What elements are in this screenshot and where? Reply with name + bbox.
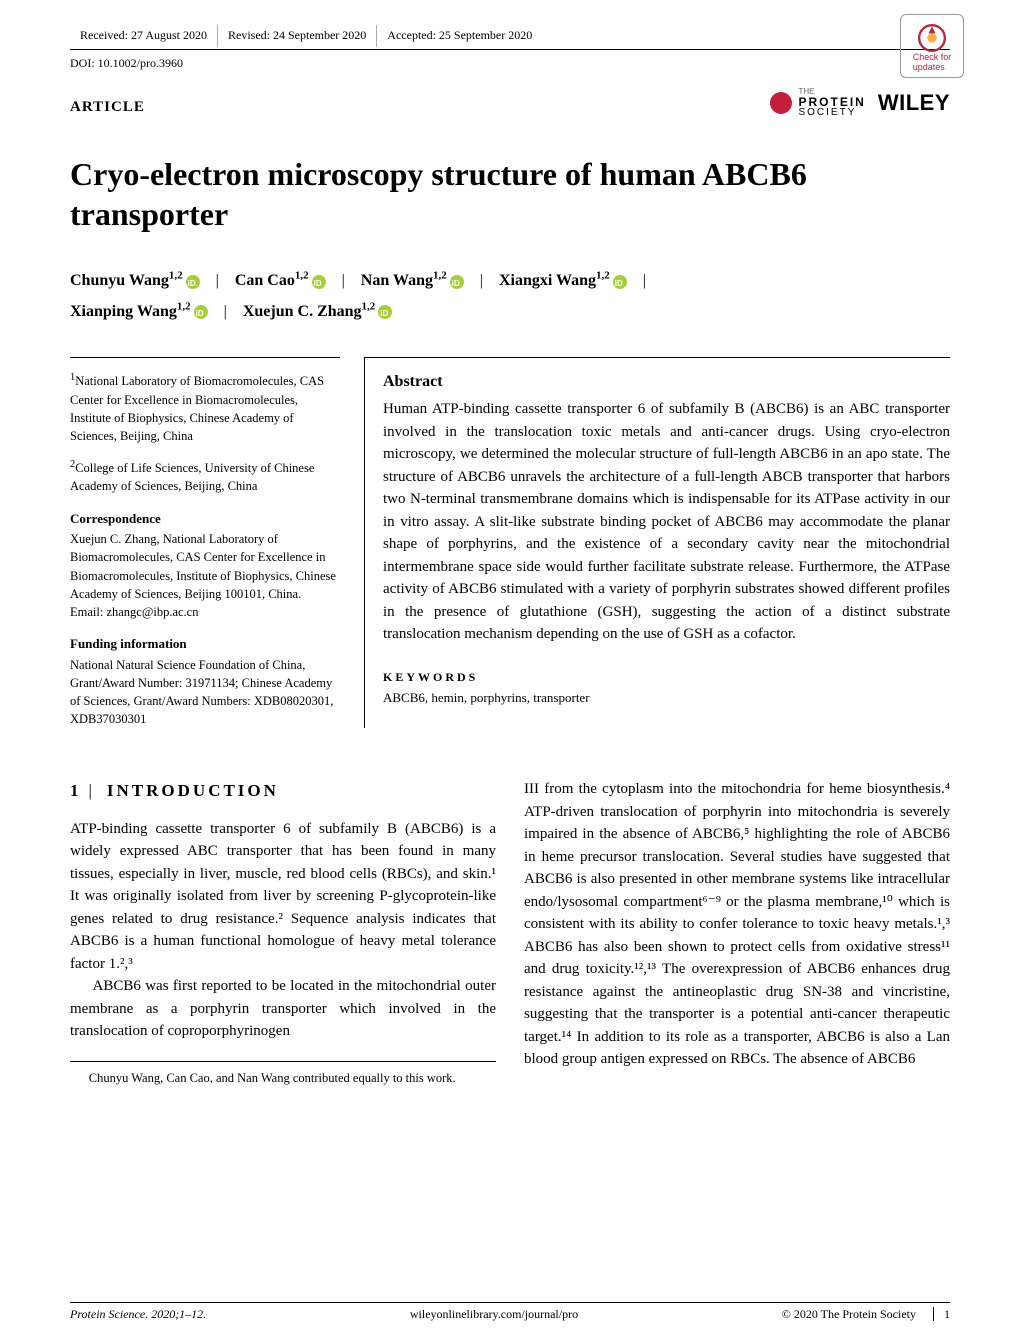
- body-paragraph: ABCB6 was first reported to be located i…: [70, 975, 496, 1043]
- protein-society-icon: [770, 92, 792, 114]
- affiliation: 1National Laboratory of Biomacromolecule…: [70, 370, 340, 445]
- check-updates-label: Check forupdates: [913, 52, 952, 72]
- orcid-icon[interactable]: [194, 305, 208, 319]
- footer-citation: Protein Science. 2020;1–12.: [70, 1307, 206, 1322]
- correspondence-body: Xuejun C. Zhang, National Laboratory of …: [70, 530, 340, 603]
- funding-body: National Natural Science Foundation of C…: [70, 656, 340, 729]
- funding-heading: Funding information: [70, 635, 340, 654]
- protein-society-logo: THE PROTEIN SOCIETY: [770, 88, 865, 118]
- keywords-heading: KEYWORDS: [383, 668, 950, 686]
- article-history-bar: Received: 27 August 2020 Revised: 24 Sep…: [70, 24, 950, 50]
- abstract-body: Human ATP-binding cassette transporter 6…: [383, 398, 950, 646]
- abstract-heading: Abstract: [383, 370, 950, 394]
- author-list: Chunyu Wang1,2 | Can Cao1,2 | Nan Wang1,…: [70, 266, 950, 327]
- author: Xuejun C. Zhang1,2: [243, 303, 392, 320]
- check-for-updates-badge[interactable]: Check forupdates: [900, 14, 964, 78]
- section-heading: 1|INTRODUCTION: [70, 778, 496, 804]
- body-paragraph: III from the cytoplasm into the mitochon…: [524, 778, 950, 1071]
- article-title: Cryo-electron microscopy structure of hu…: [70, 154, 950, 234]
- page-number: 1: [933, 1307, 950, 1321]
- page-footer: Protein Science. 2020;1–12. wileyonlinel…: [70, 1302, 950, 1322]
- wiley-logo: WILEY: [878, 90, 950, 116]
- correspondence-heading: Correspondence: [70, 510, 340, 529]
- footer-copyright: © 2020 The Protein Society 1: [782, 1307, 950, 1322]
- footer-url: wileyonlinelibrary.com/journal/pro: [410, 1307, 578, 1322]
- affiliation: 2College of Life Sciences, University of…: [70, 457, 340, 495]
- doi: DOI: 10.1002/pro.3960: [70, 56, 950, 71]
- journal-badges: THE PROTEIN SOCIETY WILEY: [770, 88, 950, 118]
- article-meta-column: 1National Laboratory of Biomacromolecule…: [70, 357, 340, 728]
- orcid-icon[interactable]: [378, 305, 392, 319]
- accepted-date: Accepted: 25 September 2020: [377, 24, 542, 47]
- orcid-icon[interactable]: [312, 275, 326, 289]
- contribution-note: Chunyu Wang, Can Cao, and Nan Wang contr…: [70, 1061, 496, 1088]
- body-paragraph: ATP-binding cassette transporter 6 of su…: [70, 818, 496, 976]
- author: Can Cao1,2: [235, 272, 326, 289]
- introduction-section: 1|INTRODUCTION ATP-binding cassette tran…: [70, 778, 950, 1087]
- keywords-body: ABCB6, hemin, porphyrins, transporter: [383, 688, 950, 708]
- orcid-icon[interactable]: [613, 275, 627, 289]
- received-date: Received: 27 August 2020: [70, 24, 217, 47]
- author: Chunyu Wang1,2: [70, 272, 200, 289]
- check-updates-icon: [918, 24, 946, 52]
- correspondence-email: Email: zhangc@ibp.ac.cn: [70, 603, 340, 621]
- abstract-column: Abstract Human ATP-binding cassette tran…: [364, 357, 950, 728]
- author: Xiangxi Wang1,2: [499, 272, 627, 289]
- orcid-icon[interactable]: [186, 275, 200, 289]
- author: Xianping Wang1,2: [70, 303, 208, 320]
- author: Nan Wang1,2: [361, 272, 464, 289]
- orcid-icon[interactable]: [450, 275, 464, 289]
- revised-date: Revised: 24 September 2020: [218, 24, 376, 47]
